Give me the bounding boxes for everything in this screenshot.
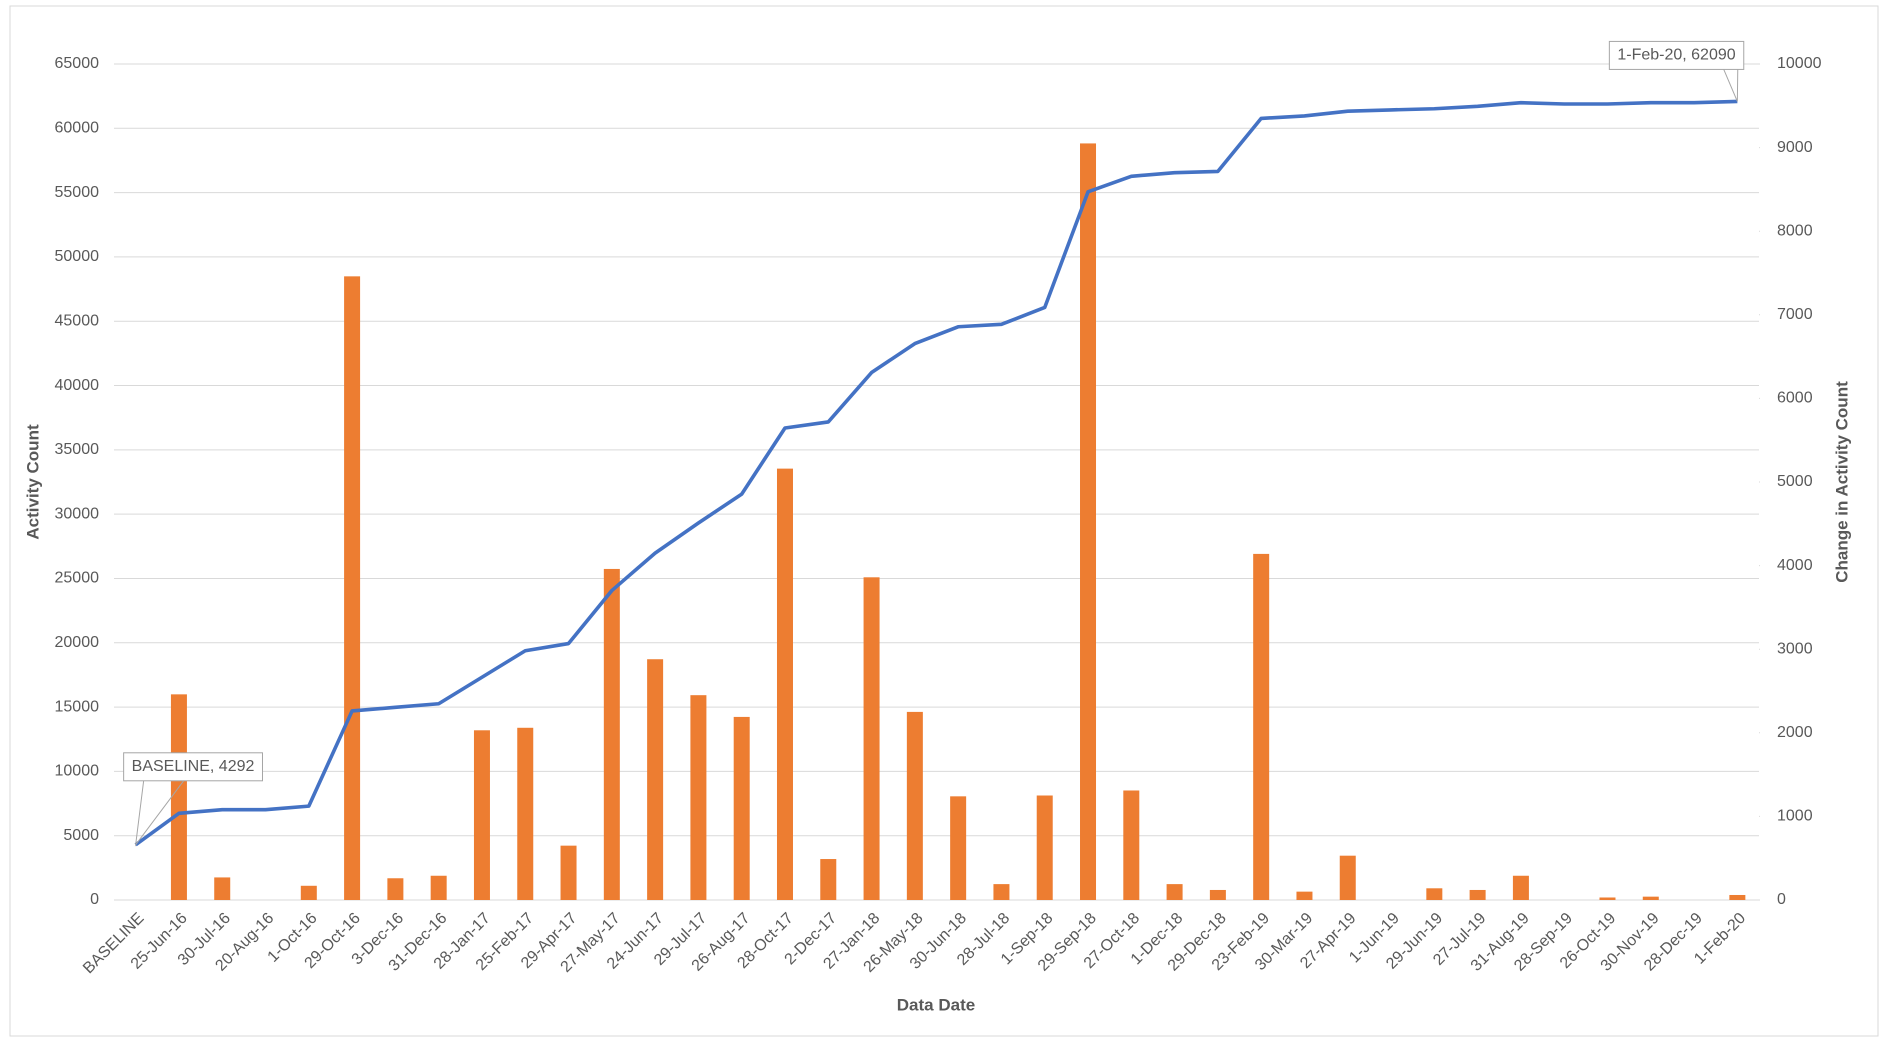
x-axis-title: Data Date <box>897 995 975 1014</box>
y2-tick-label: 2000 <box>1777 724 1813 741</box>
callout-leader <box>134 780 185 847</box>
y2-tick-label: 8000 <box>1777 222 1813 239</box>
bar <box>863 577 880 900</box>
bar <box>1166 884 1183 900</box>
bar <box>1469 889 1486 900</box>
bar <box>1426 888 1443 900</box>
y2-tick-label: 1000 <box>1777 808 1813 825</box>
bar <box>1339 855 1356 900</box>
bar <box>1729 894 1746 900</box>
y-tick-label: 0 <box>90 891 99 908</box>
y2-tick-label: 6000 <box>1777 390 1813 407</box>
bar <box>1599 897 1616 900</box>
chart-border <box>9 5 1879 1037</box>
y2-tick-label: 10000 <box>1777 55 1822 72</box>
y2-tick-label: 7000 <box>1777 306 1813 323</box>
bar <box>1080 143 1097 901</box>
bar <box>1253 553 1270 900</box>
y-tick-label: 65000 <box>55 55 100 72</box>
y-tick-label: 30000 <box>55 505 100 522</box>
y2-tick-label: 5000 <box>1777 473 1813 490</box>
bar <box>906 711 923 900</box>
bar <box>300 885 317 900</box>
y-tick-label: 20000 <box>55 634 100 651</box>
y-tick-label: 40000 <box>55 377 100 394</box>
y-tick-label: 60000 <box>55 120 100 137</box>
y-tick-label: 25000 <box>55 570 100 587</box>
bar <box>344 276 361 900</box>
bar <box>387 878 404 900</box>
bar <box>170 694 187 900</box>
bar <box>214 877 231 900</box>
y2-tick-label: 9000 <box>1777 139 1813 156</box>
callout-box <box>123 752 263 782</box>
bar <box>776 468 793 900</box>
bar <box>820 859 837 900</box>
y2-tick-label: 0 <box>1777 891 1786 908</box>
y-tick-label: 5000 <box>63 827 99 844</box>
bar <box>430 875 447 900</box>
bar <box>690 695 707 900</box>
y-tick-label: 15000 <box>55 698 100 715</box>
data-label: BASELINE, 4292 <box>132 758 255 775</box>
y-tick-label: 35000 <box>55 441 100 458</box>
y-tick-label: 55000 <box>55 184 100 201</box>
callout-box <box>1608 40 1745 70</box>
y2-axis-title: Change in Activity Count <box>1832 381 1851 583</box>
y-tick-label: 10000 <box>55 763 100 780</box>
y2-tick-label: 3000 <box>1777 640 1813 657</box>
bar <box>560 845 577 900</box>
bar <box>473 730 490 900</box>
y2-tick-label: 4000 <box>1777 557 1813 574</box>
bar <box>603 568 620 900</box>
bar <box>993 884 1010 900</box>
bar <box>1296 891 1313 900</box>
bar <box>733 716 750 900</box>
bar <box>1642 896 1659 900</box>
bar <box>1209 889 1226 900</box>
bar <box>1512 875 1529 900</box>
bar <box>647 659 664 900</box>
y-tick-label: 50000 <box>55 248 100 265</box>
y-tick-label: 45000 <box>55 312 100 329</box>
line <box>134 99 1738 847</box>
y-axis-title: Activity Count <box>23 424 42 540</box>
bar <box>1036 795 1053 900</box>
bar <box>950 796 967 900</box>
data-label: 1-Feb-20, 62090 <box>1617 47 1735 64</box>
bar <box>517 727 534 900</box>
callout-leader <box>1723 69 1739 102</box>
bar <box>1123 790 1140 900</box>
